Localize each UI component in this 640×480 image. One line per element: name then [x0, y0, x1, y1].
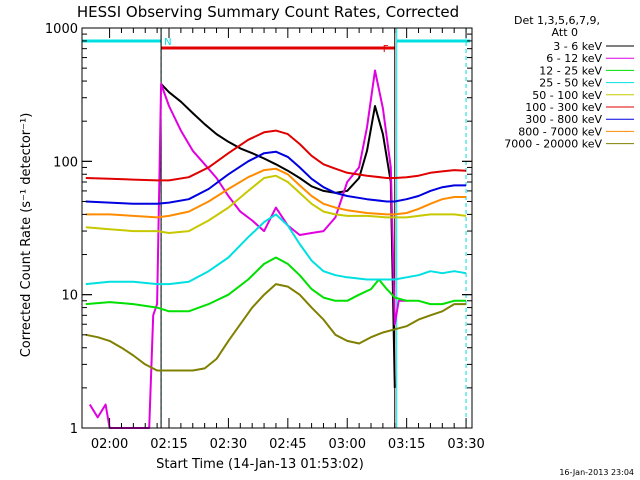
- chart-title: HESSI Observing Summary Count Rates, Cor…: [77, 3, 459, 21]
- legend-label-25-50kev: 25 - 50 keV: [539, 77, 602, 90]
- legend-label-7000-20000kev: 7000 - 20000 keV: [504, 138, 602, 151]
- legend-label-100-300kev: 100 - 300 keV: [525, 101, 602, 114]
- x-tick-label: 02:00: [91, 437, 128, 452]
- x-tick-label: 03:00: [329, 437, 366, 452]
- y-tick-label: 1000: [45, 22, 78, 37]
- series-line-800-7000kev: [85, 167, 467, 219]
- series-line-3-6kev: [160, 83, 396, 388]
- series-line-12-25kev: [85, 256, 467, 313]
- flag-label-n: N: [164, 37, 171, 48]
- y-axis-label: Corrected Count Rate (s⁻¹ detector⁻¹): [19, 113, 34, 358]
- timestamp: 16-Jan-2013 23:04: [559, 468, 634, 477]
- x-axis-label: Start Time (14-Jan-13 01:53:02): [156, 457, 364, 472]
- y-tick-label: 10: [61, 289, 78, 304]
- x-tick-label: 02:30: [210, 437, 247, 452]
- series-line-50-100kev: [85, 174, 467, 234]
- x-tick-label: 02:45: [269, 437, 306, 452]
- series-line-100-300kev: [85, 129, 467, 182]
- legend-label-6-12kev: 6 - 12 keV: [546, 52, 602, 65]
- y-tick-label: 100: [53, 155, 78, 170]
- y-tick-label: 1: [70, 422, 78, 437]
- x-tick-label: 03:15: [388, 437, 425, 452]
- legend-label-800-7000kev: 800 - 7000 keV: [518, 125, 602, 138]
- legend-label-12-25kev: 12 - 25 keV: [539, 64, 602, 77]
- series-line-25-50kev: [85, 213, 467, 286]
- series-line-7000-20000kev: [85, 283, 467, 372]
- legend-header-line-1: Det 1,3,5,6,7,9,: [514, 14, 600, 27]
- flag-label-f: F: [383, 44, 389, 55]
- x-tick-label: 02:15: [150, 437, 187, 452]
- legend-label-50-100kev: 50 - 100 keV: [532, 89, 602, 102]
- legend-label-300-800kev: 300 - 800 keV: [525, 113, 602, 126]
- legend-label-3-6kev: 3 - 6 keV: [553, 40, 602, 53]
- plot-frame: [81, 27, 473, 429]
- series-line-300-800kev: [85, 150, 467, 205]
- series-line-6-12kev: [88, 69, 407, 429]
- x-tick-label: 03:30: [447, 437, 484, 452]
- legend-header-line-2: Att 0: [552, 26, 578, 39]
